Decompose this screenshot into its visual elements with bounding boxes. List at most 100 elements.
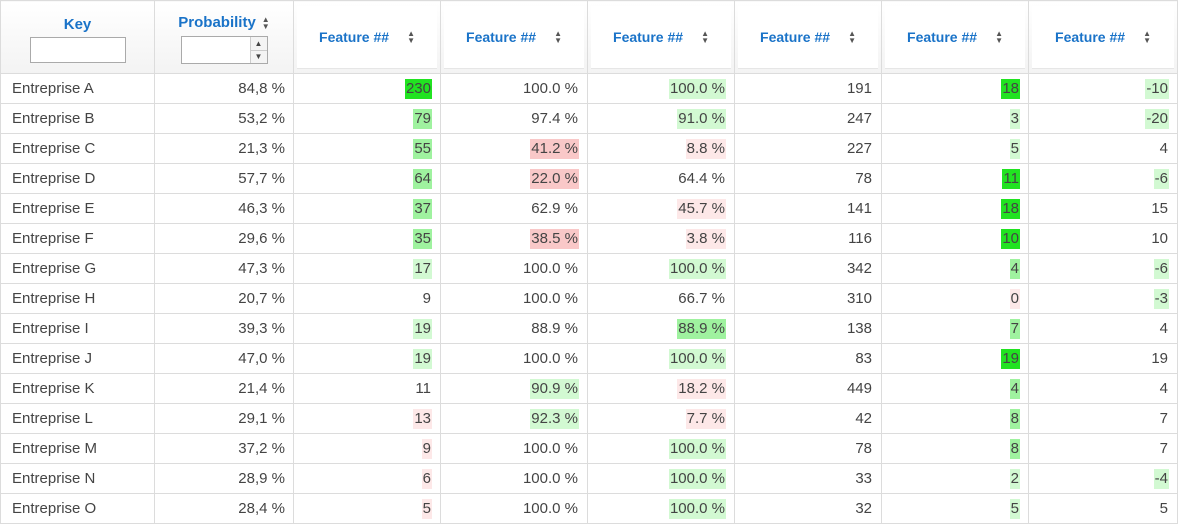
feature-value: 91.0 % [677,108,726,129]
feature-value: 18 [1001,78,1020,99]
feature-value: 100.0 % [522,79,578,97]
key-cell: Entreprise O [0,493,155,524]
probability-cell: 47,3 % [154,253,294,284]
feature-cell: 19 [881,343,1029,374]
sort-icon[interactable]: ▲ ▼ [407,28,415,45]
feature-cell: 11 [881,163,1029,194]
feature-cell: 64 [293,163,441,194]
sort-icon[interactable]: ▲ ▼ [554,28,562,45]
feature-column-header-1[interactable]: Feature ## ▲ ▼ [293,0,441,74]
table-row[interactable]: Entreprise F 29,6 % 35 38.5 % 3.8 % 116 10 10 [0,223,1178,254]
feature-cell: 100.0 % [587,253,735,284]
feature-cell: 100.0 % [440,463,588,494]
feature-cell: 4 [1028,313,1178,344]
header-row: Key Probability ▲ ▼ ▲ ▼ [0,0,1178,74]
feature-cell: 100.0 % [587,433,735,464]
table-row[interactable]: Entreprise A 84,8 % 230 100.0 % 100.0 % 191 18… [0,73,1178,104]
table-row[interactable]: Entreprise J 47,0 % 19 100.0 % 100.0 % 83 19 19 [0,343,1178,374]
key-filter-input[interactable] [29,36,126,63]
feature-value: 7 [1159,409,1168,427]
probability-header-label[interactable]: Probability [178,14,256,31]
feature-cell: 342 [734,253,882,284]
table-row[interactable]: Entreprise B 53,2 % 79 97.4 % 91.0 % 247 3 -20 [0,103,1178,134]
feature-cell: 8.8 % [587,133,735,164]
feature-cell: 19 [293,313,441,344]
feature-cell: 92.3 % [440,403,588,434]
feature-value: 8.8 % [685,138,726,159]
feature-value: 100.0 % [668,498,726,519]
key-cell: Entreprise F [0,223,155,254]
feature-cell: 78 [734,433,882,464]
feature-cell: 138 [734,313,882,344]
feature-cell: 33 [734,463,882,494]
table-row[interactable]: Entreprise H 20,7 % 9 100.0 % 66.7 % 310 0 -3 [0,283,1178,314]
table-row[interactable]: Entreprise K 21,4 % 11 90.9 % 18.2 % 449 4 4 [0,373,1178,404]
feature-cell: 4 [1028,373,1178,404]
feature-cell: 38.5 % [440,223,588,254]
feature-cell: 4 [881,373,1029,404]
sort-icon[interactable]: ▲ ▼ [848,28,856,45]
stepper-up-icon[interactable]: ▲ [250,37,267,50]
key-cell: Entreprise B [0,103,155,134]
table-row[interactable]: Entreprise N 28,9 % 6 100.0 % 100.0 % 33 2 -4 [0,463,1178,494]
feature-cell: 100.0 % [440,343,588,374]
feature-cell: 78 [734,163,882,194]
feature-cell: 97.4 % [440,103,588,134]
table-row[interactable]: Entreprise L 29,1 % 13 92.3 % 7.7 % 42 8 7 [0,403,1178,434]
feature-value: 8 [1009,408,1020,429]
sort-icon[interactable]: ▲ ▼ [261,14,270,31]
feature-value: 7 [1159,439,1168,457]
feature-column-header-2[interactable]: Feature ## ▲ ▼ [440,0,588,74]
feature-value: 191 [846,79,872,97]
sort-icon[interactable]: ▲ ▼ [995,28,1003,45]
feature-cell: 45.7 % [587,193,735,224]
table-row[interactable]: Entreprise G 47,3 % 17 100.0 % 100.0 % 342 4 -6 [0,253,1178,284]
feature-cell: 100.0 % [440,493,588,524]
table-row[interactable]: Entreprise C 21,3 % 55 41.2 % 8.8 % 227 5 4 [0,133,1178,164]
key-cell: Entreprise A [0,73,155,104]
feature-value: 10 [1151,229,1168,247]
probability-column-header: Probability ▲ ▼ ▲ ▼ [154,0,294,74]
table-row[interactable]: Entreprise D 57,7 % 64 22.0 % 64.4 % 78 11 -6 [0,163,1178,194]
feature-cell: 19 [1028,343,1178,374]
feature-value: 100.0 % [668,348,726,369]
table-row[interactable]: Entreprise M 37,2 % 9 100.0 % 100.0 % 78 8 7 [0,433,1178,464]
feature-value: 0 [1009,288,1020,309]
feature-value: 38.5 % [530,228,579,249]
key-header-label[interactable]: Key [63,15,92,33]
table-row[interactable]: Entreprise E 46,3 % 37 62.9 % 45.7 % 141 18 15 [0,193,1178,224]
feature-value: 8 [1009,438,1020,459]
sort-icon[interactable]: ▲ ▼ [701,28,709,45]
probability-filter-input[interactable] [181,37,250,63]
feature-value: 247 [846,109,872,127]
probability-cell: 21,4 % [154,373,294,404]
feature-cell: 41.2 % [440,133,588,164]
stepper-down-icon[interactable]: ▼ [250,49,267,63]
key-cell: Entreprise H [0,283,155,314]
feature-column-header-6[interactable]: Feature ## ▲ ▼ [1028,0,1178,74]
probability-cell: 29,1 % [154,403,294,434]
feature-cell: 13 [293,403,441,434]
feature-value: 83 [855,349,872,367]
table-row[interactable]: Entreprise I 39,3 % 19 88.9 % 88.9 % 138 7 4 [0,313,1178,344]
sort-icon[interactable]: ▲ ▼ [1143,28,1151,45]
feature-cell: 6 [293,463,441,494]
feature-cell: 37 [293,193,441,224]
key-cell: Entreprise C [0,133,155,164]
feature-value: -6 [1153,258,1169,279]
table-row[interactable]: Entreprise O 28,4 % 5 100.0 % 100.0 % 32 5 5 [0,493,1178,524]
feature-cell: -4 [1028,463,1178,494]
feature-value: 2 [1009,468,1020,489]
probability-cell: 53,2 % [154,103,294,134]
probability-cell: 57,7 % [154,163,294,194]
feature-value: 4 [1159,319,1168,337]
feature-column-header-4[interactable]: Feature ## ▲ ▼ [734,0,882,74]
feature-column-header-3[interactable]: Feature ## ▲ ▼ [587,0,735,74]
feature-value: 13 [413,408,432,429]
feature-value: 100.0 % [522,499,578,517]
feature-value: 90.9 % [530,378,579,399]
feature-value: 37 [413,198,432,219]
feature-column-header-5[interactable]: Feature ## ▲ ▼ [881,0,1029,74]
feature-cell: 100.0 % [440,253,588,284]
